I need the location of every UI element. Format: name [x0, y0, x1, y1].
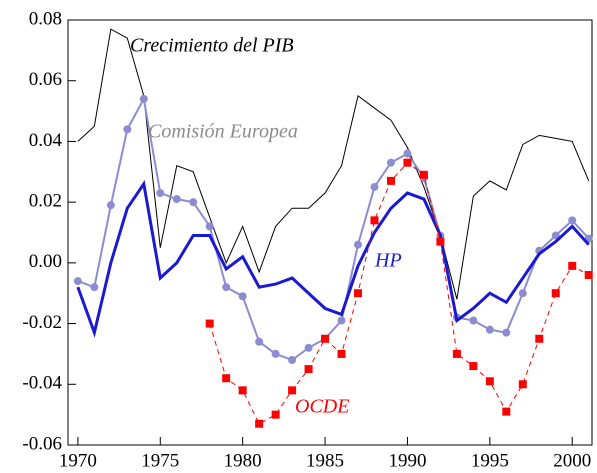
x-tick-label: 2000 [553, 450, 591, 471]
point [304, 343, 313, 352]
y-tick-label: -0.04 [22, 373, 62, 394]
point [271, 349, 280, 358]
plot-frame [67, 19, 593, 446]
series-label: Comisión Europea [148, 121, 298, 143]
point [106, 201, 115, 210]
point [172, 195, 181, 204]
x-tick-label: 1985 [306, 450, 344, 471]
point [238, 292, 247, 301]
point [502, 328, 511, 337]
point [403, 158, 412, 167]
point [304, 365, 313, 374]
point [568, 216, 577, 225]
point [386, 176, 395, 185]
x-tick-label: 1975 [141, 450, 179, 471]
y-tick-label: -0.06 [22, 433, 62, 454]
point [568, 261, 577, 270]
point [222, 283, 231, 292]
point [123, 125, 132, 134]
point [205, 222, 214, 231]
point [255, 337, 264, 346]
point [502, 407, 511, 416]
point [156, 189, 165, 198]
point [271, 410, 280, 419]
point [139, 94, 148, 103]
y-tick-label: 0.08 [29, 8, 62, 29]
y-tick-label: 0.06 [29, 69, 62, 90]
y-tick-label: 0.02 [29, 191, 62, 212]
point [238, 386, 247, 395]
point [436, 237, 445, 246]
y-tick-label: 0.04 [29, 130, 63, 151]
y-tick-label: -0.02 [22, 312, 62, 333]
point [370, 216, 379, 225]
point [403, 149, 412, 158]
series-label: Crecimiento del PIB [130, 35, 294, 57]
point [205, 319, 214, 328]
point [73, 277, 82, 286]
point [370, 182, 379, 191]
point [337, 316, 346, 325]
point [354, 289, 363, 298]
x-tick-label: 1980 [224, 450, 262, 471]
point [469, 316, 478, 325]
point [518, 380, 527, 389]
point [485, 325, 494, 334]
x-tick-label: 1995 [471, 450, 509, 471]
point [551, 289, 560, 298]
point [419, 170, 428, 179]
series-label: HP [374, 250, 402, 272]
point [189, 198, 198, 207]
y-tick-label: 0.00 [29, 251, 62, 272]
point [288, 356, 297, 364]
point [90, 283, 99, 292]
point [288, 386, 297, 395]
point [354, 240, 363, 249]
point [469, 362, 478, 371]
point [551, 231, 560, 240]
point [386, 158, 395, 167]
point [321, 334, 330, 343]
point [452, 349, 461, 358]
point [535, 334, 544, 343]
x-tick-label: 1990 [388, 450, 426, 471]
series-label: OCDE [295, 396, 349, 418]
series-line [76, 180, 590, 338]
point [485, 377, 494, 386]
x-tick-label: 1970 [59, 450, 97, 471]
point [584, 271, 593, 279]
point [255, 419, 264, 428]
series-line [77, 28, 590, 300]
point [518, 289, 527, 298]
point [337, 349, 346, 358]
point [222, 374, 231, 383]
